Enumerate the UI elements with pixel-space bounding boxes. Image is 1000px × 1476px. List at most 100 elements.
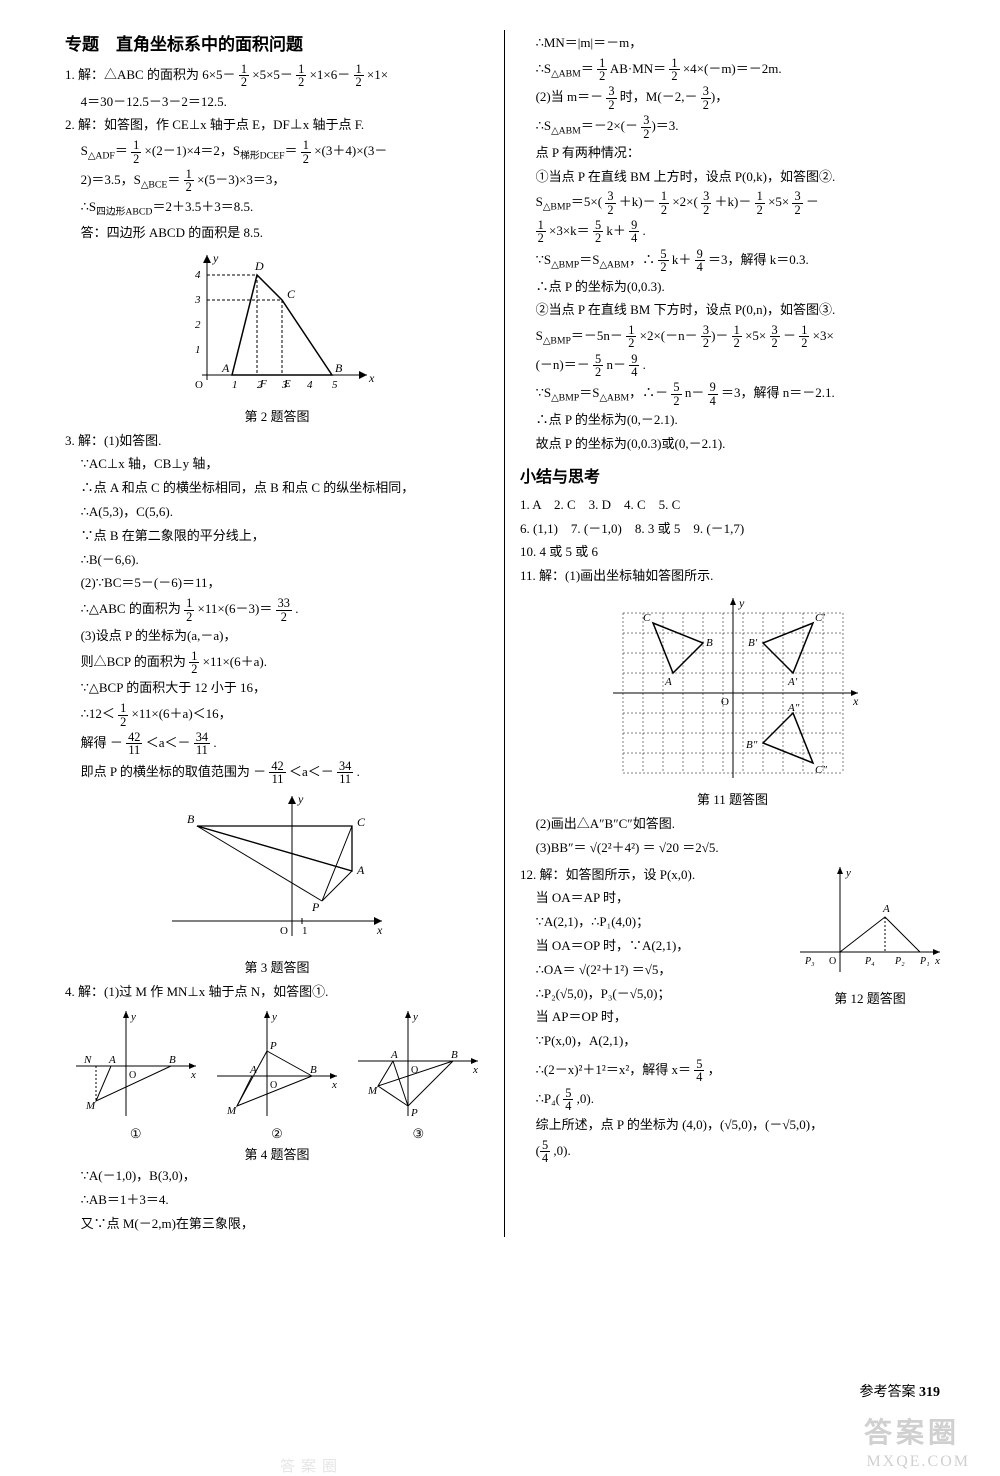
svg-text:1: 1 (195, 344, 201, 356)
svg-text:M: M (367, 1085, 378, 1097)
q3-line3: ∴点 A 和点 C 的横坐标相同，点 B 和点 C 的纵坐标相同， (65, 478, 489, 499)
q11-line2: (2)画出△A″B″C″如答图. (520, 814, 945, 835)
q2-line2: S△ADF＝ 12 ×(2－1)×4＝2，S梯形DCEF＝ 12 ×(3＋4)×… (65, 139, 489, 165)
q1-line1: 1. 解：△ABC 的面积为 6×5－ 12 ×5×5－ 12 ×1×6－ 12… (65, 63, 489, 89)
svg-text:C″: C″ (815, 764, 827, 776)
svg-text:x: x (331, 1079, 337, 1091)
svg-text:O: O (195, 379, 203, 391)
q3-line10: 则△BCP 的面积为 12 ×11×(6＋a). (65, 650, 489, 676)
svg-text:y: y (212, 251, 219, 265)
q1-line2: 4＝30－12.5－3－2＝12.5. (65, 92, 489, 113)
q3-line4: ∴A(5,3)，C(5,6). (65, 502, 489, 523)
svg-text:x: x (368, 371, 375, 385)
svg-text:O: O (280, 925, 288, 937)
r-line4: ∴S△ABM＝－2×(－ 32)＝3. (520, 114, 945, 140)
q2-line4: ∴S四边形ABCD＝2＋3.5＋3＝8.5. (65, 197, 489, 220)
q2-line3: 2)＝3.5，S△BCE＝ 12 ×(5－3)×3＝3， (65, 168, 489, 194)
svg-text:O: O (129, 1070, 136, 1081)
svg-text:A″: A″ (787, 702, 800, 714)
svg-text:5: 5 (332, 379, 338, 391)
svg-text:M: M (226, 1105, 237, 1117)
svg-text:M: M (85, 1100, 96, 1112)
q3-line1: 3. 解：(1)如答图. (65, 431, 489, 452)
watermark-faint: 答案圈 (280, 1455, 343, 1476)
r-line6: ①当点 P 在直线 BM 上方时，设点 P(0,k)，如答图②. (520, 167, 945, 188)
page-footer: 参考答案 319 (860, 1381, 941, 1401)
q3-line14: 即点 P 的横坐标的取值范围为 － 4211 ＜a＜－ 3411 . (65, 760, 489, 786)
r-line15: ∴点 P 的坐标为(0,－2.1). (520, 410, 945, 431)
q4-line1: 4. 解：(1)过 M 作 MN⊥x 轴于点 N，如答图①. (65, 982, 489, 1003)
svg-text:F: F (259, 378, 267, 390)
svg-text:C: C (287, 287, 296, 301)
r-line16: 故点 P 的坐标为(0,0.3)或(0,－2.1). (520, 434, 945, 455)
section-title: 专题 直角坐标系中的面积问题 (65, 30, 489, 55)
svg-text:C: C (357, 815, 366, 829)
q12-line7: 当 AP＝OP 时， (520, 1007, 787, 1028)
q2-line5: 答：四边形 ABCD 的面积是 8.5. (65, 223, 489, 244)
q12-line8: ∵P(x,0)，A(2,1)， (520, 1031, 787, 1052)
svg-text:E: E (283, 378, 291, 390)
q3-line13: 解得 － 4211 ＜a＜－ 3411 . (65, 731, 489, 757)
figure-3: O 1 x y B C A P 第 3 题答图 (65, 791, 489, 976)
fig4-label-2: ② (212, 1126, 342, 1142)
q3-line8: ∴△ABC 的面积为 12 ×11×(6－3)＝ 332 . (65, 597, 489, 623)
r-line11: ②当点 P 在直线 BM 下方时，设点 P(0,n)，如答图③. (520, 300, 945, 321)
q3-line5: ∵点 B 在第二象限的平分线上， (65, 526, 489, 547)
svg-text:y: y (738, 596, 745, 610)
svg-text:x: x (852, 694, 859, 708)
svg-text:P₁: P₁ (919, 956, 930, 967)
r-line14: ∵S△BMP＝S△ABM，∴－ 52 n－ 94 ＝3，解得 n＝－2.1. (520, 381, 945, 407)
q12-line9: ∴(2－x)²＋1²＝x²，解得 x＝ 54 ， (520, 1058, 945, 1084)
r-line2: ∴S△ABM＝ 12 AB·MN＝ 12 ×4×(－m)＝－2m. (520, 57, 945, 83)
svg-text:y: y (130, 1011, 136, 1023)
svg-text:B: B (187, 812, 195, 826)
svg-text:B″: B″ (746, 739, 758, 751)
q12-line11: 综上所述，点 P 的坐标为 (4,0)，(√5,0)，(－√5,0)， (520, 1115, 945, 1136)
svg-text:O: O (721, 696, 729, 708)
fig4-label-3: ③ (353, 1126, 483, 1142)
svg-text:A: A (882, 903, 890, 915)
q3-line11: ∵△BCP 的面积大于 12 小于 16， (65, 678, 489, 699)
r-line1: ∴MN＝|m|＝－m， (520, 33, 945, 54)
svg-text:B′: B′ (748, 637, 758, 649)
q3-line9: (3)设点 P 的坐标为(a,－a)， (65, 626, 489, 647)
q3-line6: ∴B(－6,6). (65, 550, 489, 571)
q4-line3: ∴AB＝1＋3＝4. (65, 1190, 489, 1211)
q12-line1: 12. 解：如答图所示，设 P(x,0). (520, 865, 787, 886)
svg-text:C: C (643, 612, 651, 624)
svg-text:O: O (270, 1080, 277, 1091)
fig4-label-1: ① (71, 1126, 201, 1142)
svg-text:P: P (269, 1040, 277, 1052)
subtitle: 小结与思考 (520, 463, 945, 487)
svg-text:D: D (254, 259, 264, 273)
q12-line4: 当 OA＝OP 时，∵A(2,1)， (520, 936, 787, 957)
svg-text:P: P (410, 1107, 418, 1119)
svg-text:A: A (221, 361, 230, 375)
q12-line5: ∴OA＝ √(2²＋1²) ＝√5， (520, 960, 787, 981)
q3-line7: (2)∵BC＝5－(－6)＝11， (65, 573, 489, 594)
svg-text:x: x (376, 923, 383, 937)
svg-text:A′: A′ (787, 676, 798, 688)
svg-text:B: B (706, 637, 713, 649)
q12-line10: ∴P₄( 54 ,0). (520, 1087, 945, 1113)
svg-text:1: 1 (232, 379, 238, 391)
r-line10: ∴点 P 的坐标为(0,0.3). (520, 277, 945, 298)
svg-text:4: 4 (195, 269, 201, 281)
svg-text:A: A (108, 1054, 116, 1066)
svg-text:N: N (83, 1054, 92, 1066)
svg-text:B: B (335, 361, 343, 375)
svg-text:P₄: P₄ (864, 956, 875, 967)
svg-text:y: y (297, 792, 304, 806)
watermark-url: MXQE.COM (866, 1453, 970, 1471)
svg-text:y: y (845, 867, 851, 879)
svg-text:P₂: P₂ (894, 956, 905, 967)
q4-line4: 又∵点 M(－2,m)在第三象限， (65, 1214, 489, 1235)
q11-line3: (3)BB″＝ √(2²＋4²) ＝ √20 ＝2√5. (520, 838, 945, 859)
q3-line2: ∵AC⊥x 轴，CB⊥y 轴， (65, 454, 489, 475)
svg-text:P₃: P₃ (804, 956, 815, 967)
r-line9: ∵S△BMP＝S△ABM，∴ 52 k＋ 94 ＝3，解得 k＝0.3. (520, 248, 945, 274)
svg-text:B: B (451, 1049, 458, 1061)
svg-text:C′: C′ (815, 612, 825, 624)
svg-text:A: A (390, 1049, 398, 1061)
svg-text:1: 1 (302, 925, 308, 937)
